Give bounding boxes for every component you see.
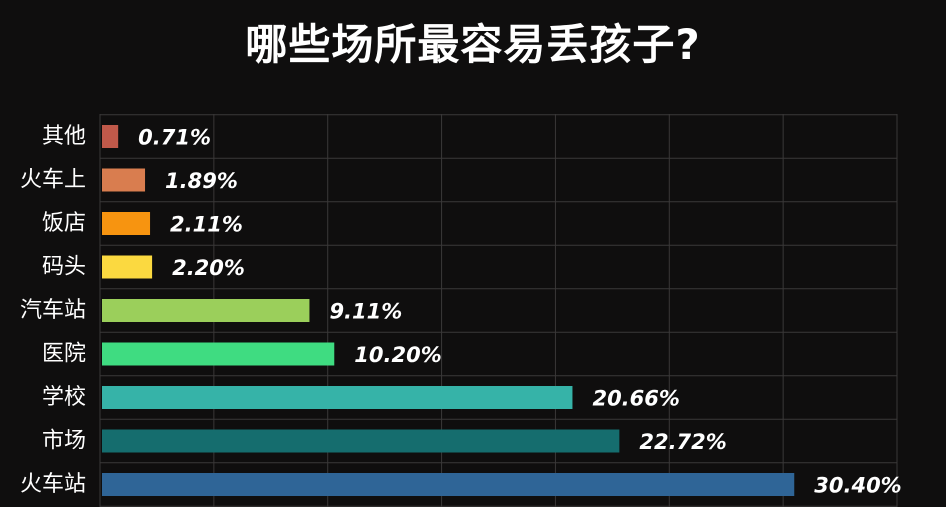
category-label: 火车站 xyxy=(20,472,86,497)
chart-grid xyxy=(99,114,898,507)
bar xyxy=(102,342,335,366)
bar xyxy=(102,255,153,279)
value-label: 10.20% xyxy=(354,343,441,367)
category-label: 医院 xyxy=(42,342,86,367)
value-label: 22.72% xyxy=(639,430,726,454)
value-label: 1.89% xyxy=(165,169,238,193)
bar xyxy=(102,212,151,235)
category-label: 码头 xyxy=(42,255,86,280)
value-label: 9.11% xyxy=(329,300,402,324)
category-label: 其他 xyxy=(42,124,86,149)
category-label: 火车上 xyxy=(20,168,86,193)
value-label: 20.66% xyxy=(592,387,679,411)
bar xyxy=(102,473,795,496)
chart-bars xyxy=(102,125,795,496)
value-label: 2.11% xyxy=(170,213,243,237)
value-label: 30.40% xyxy=(814,474,901,498)
category-label: 汽车站 xyxy=(20,298,86,323)
value-label: 0.71% xyxy=(138,126,211,150)
bar xyxy=(102,125,119,148)
bar xyxy=(102,299,310,322)
bar xyxy=(102,168,146,192)
value-labels: 0.71% 1.89% 2.11% 2.20% 9.11% 10.20% 20.66% 22.… xyxy=(138,126,902,498)
value-label: 2.20% xyxy=(172,256,245,280)
chart-title: 哪些场所最容易丢孩子? xyxy=(245,20,701,69)
bar xyxy=(102,386,573,409)
category-label: 饭店 xyxy=(42,211,86,236)
bar xyxy=(102,429,620,453)
category-label: 市场 xyxy=(42,429,86,454)
category-label: 学校 xyxy=(42,385,86,410)
